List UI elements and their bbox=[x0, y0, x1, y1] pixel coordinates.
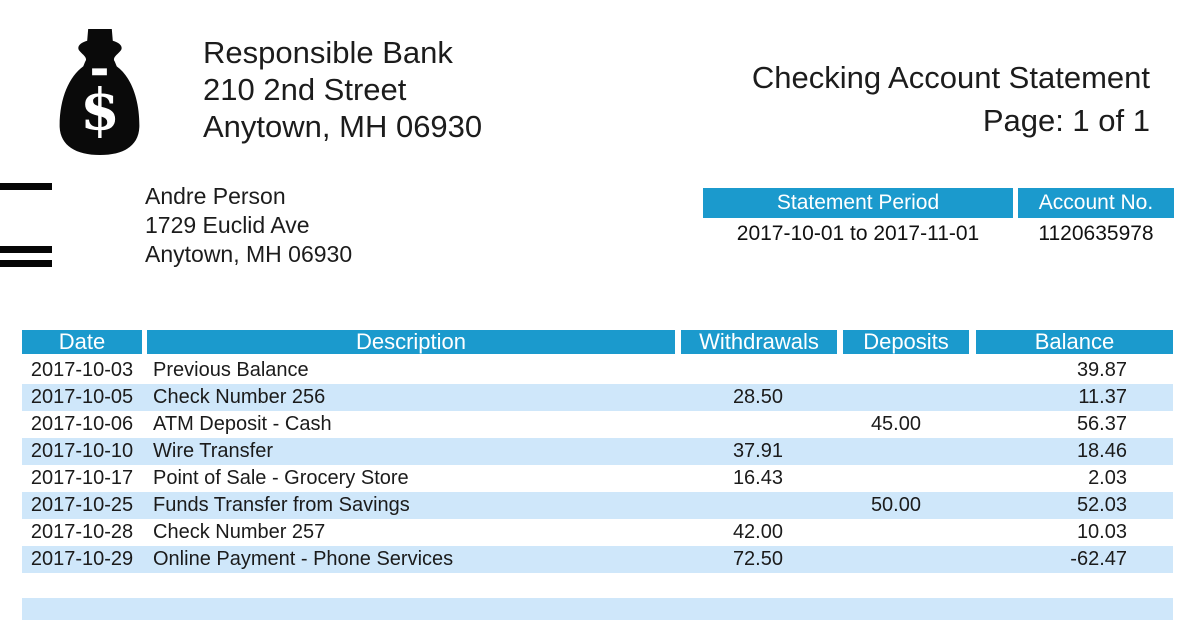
cell-withdrawals bbox=[681, 411, 837, 438]
customer-address-block: Andre Person 1729 Euclid Ave Anytown, MH… bbox=[145, 182, 352, 269]
column-gap bbox=[969, 519, 976, 546]
cell-withdrawals: 72.50 bbox=[732, 548, 783, 570]
cell-deposits bbox=[843, 357, 969, 384]
cell-date: 2017-10-10 bbox=[30, 440, 134, 462]
bank-logo: $ bbox=[54, 28, 144, 156]
cell-withdrawals: 28.50 bbox=[732, 386, 783, 408]
column-header-date: Date bbox=[22, 330, 142, 354]
column-gap bbox=[969, 357, 976, 384]
cell-description: Funds Transfer from Savings bbox=[153, 494, 410, 516]
bank-name: Responsible Bank bbox=[203, 35, 453, 70]
column-gap bbox=[969, 411, 976, 438]
account-no-value: 1120635978 bbox=[1038, 222, 1154, 245]
column-gap bbox=[142, 330, 147, 354]
cell-date: 2017-10-28 bbox=[30, 521, 134, 543]
cell-withdrawals bbox=[681, 357, 837, 384]
registration-mark bbox=[0, 260, 52, 267]
cell-description: Check Number 256 bbox=[153, 386, 326, 408]
customer-name: Andre Person bbox=[145, 183, 286, 209]
column-header-deposits: Deposits bbox=[843, 330, 969, 354]
bank-address-block: Responsible Bank 210 2nd Street Anytown,… bbox=[203, 34, 482, 145]
table-row: 2017-10-17 Point of Sale - Grocery Store 1… bbox=[22, 465, 1173, 492]
cell-date: 2017-10-03 bbox=[30, 359, 134, 381]
registration-mark bbox=[0, 246, 52, 253]
cell-withdrawals: 42.00 bbox=[732, 521, 783, 543]
customer-address-line1: 1729 Euclid Ave bbox=[145, 212, 310, 238]
column-gap bbox=[969, 438, 976, 465]
transactions-table-header: Date Description Withdrawals Deposits Ba… bbox=[22, 330, 1173, 354]
column-gap bbox=[969, 546, 976, 573]
document-title-block: Checking Account Statement Page: 1 of 1 bbox=[752, 56, 1150, 142]
table-row: 2017-10-06 ATM Deposit - Cash 45.00 56.37 bbox=[22, 411, 1173, 438]
cell-balance: 39.87 bbox=[1076, 359, 1127, 381]
table-row: 2017-10-03 Previous Balance 39.87 bbox=[22, 357, 1173, 384]
column-gap bbox=[675, 330, 681, 354]
table-row: 2017-10-25 Funds Transfer from Savings 50.… bbox=[22, 492, 1173, 519]
transactions-table-body: 2017-10-03 Previous Balance 39.87 2017-10-0… bbox=[22, 357, 1173, 573]
cell-description: Previous Balance bbox=[153, 359, 309, 381]
column-header-balance: Balance bbox=[976, 330, 1173, 354]
cell-balance: 10.03 bbox=[1076, 521, 1127, 543]
cell-date: 2017-10-05 bbox=[30, 386, 134, 408]
cell-deposits bbox=[843, 519, 969, 546]
cell-withdrawals: 37.91 bbox=[732, 440, 783, 462]
cell-deposits: 45.00 bbox=[870, 413, 921, 435]
cell-balance: 11.37 bbox=[1078, 386, 1127, 408]
bank-address-line2: Anytown, MH 06930 bbox=[203, 109, 483, 144]
statement-period-header: Statement Period bbox=[703, 188, 1013, 218]
empty-row-strip bbox=[22, 598, 1173, 620]
cell-balance: 18.46 bbox=[1076, 440, 1127, 462]
table-row: 2017-10-28 Check Number 257 42.00 10.03 bbox=[22, 519, 1173, 546]
page-indicator: Page: 1 of 1 bbox=[982, 103, 1150, 138]
column-gap bbox=[969, 384, 976, 411]
cell-balance: 2.03 bbox=[1088, 467, 1127, 489]
cell-balance: 56.37 bbox=[1076, 413, 1127, 435]
cell-date: 2017-10-06 bbox=[30, 413, 134, 435]
table-row: 2017-10-29 Online Payment - Phone Service… bbox=[22, 546, 1173, 573]
table-row: 2017-10-05 Check Number 256 28.50 11.37 bbox=[22, 384, 1173, 411]
column-header-withdrawals: Withdrawals bbox=[681, 330, 837, 354]
cell-date: 2017-10-29 bbox=[30, 548, 134, 570]
cell-deposits bbox=[843, 546, 969, 573]
cell-balance: -62.47 bbox=[1070, 548, 1127, 570]
column-gap bbox=[837, 330, 843, 354]
cell-description: Point of Sale - Grocery Store bbox=[153, 467, 409, 489]
cell-deposits bbox=[843, 384, 969, 411]
column-gap bbox=[969, 330, 976, 354]
cell-deposits bbox=[843, 465, 969, 492]
money-bag-icon: $ bbox=[59, 28, 140, 156]
cell-description: Check Number 257 bbox=[153, 521, 326, 543]
column-gap bbox=[969, 465, 976, 492]
column-header-description: Description bbox=[147, 330, 675, 354]
column-gap bbox=[969, 492, 976, 519]
statement-title: Checking Account Statement bbox=[751, 60, 1150, 95]
customer-address-line2: Anytown, MH 06930 bbox=[145, 241, 353, 267]
cell-description: ATM Deposit - Cash bbox=[153, 413, 332, 435]
table-row: 2017-10-10 Wire Transfer 37.91 18.46 bbox=[22, 438, 1173, 465]
cell-withdrawals bbox=[681, 492, 837, 519]
registration-mark bbox=[0, 183, 52, 190]
cell-date: 2017-10-17 bbox=[30, 467, 134, 489]
svg-text:$: $ bbox=[80, 76, 120, 143]
statement-period-value: 2017-10-01 to 2017-11-01 bbox=[736, 222, 980, 245]
cell-balance: 52.03 bbox=[1076, 494, 1127, 516]
cell-deposits: 50.00 bbox=[870, 494, 921, 516]
cell-description: Wire Transfer bbox=[153, 440, 274, 462]
cell-deposits bbox=[843, 438, 969, 465]
account-no-header: Account No. bbox=[1018, 188, 1174, 218]
cell-description: Online Payment - Phone Services bbox=[153, 548, 454, 570]
bank-address-line1: 210 2nd Street bbox=[203, 72, 407, 107]
cell-withdrawals: 16.43 bbox=[732, 467, 783, 489]
cell-date: 2017-10-25 bbox=[30, 494, 134, 516]
